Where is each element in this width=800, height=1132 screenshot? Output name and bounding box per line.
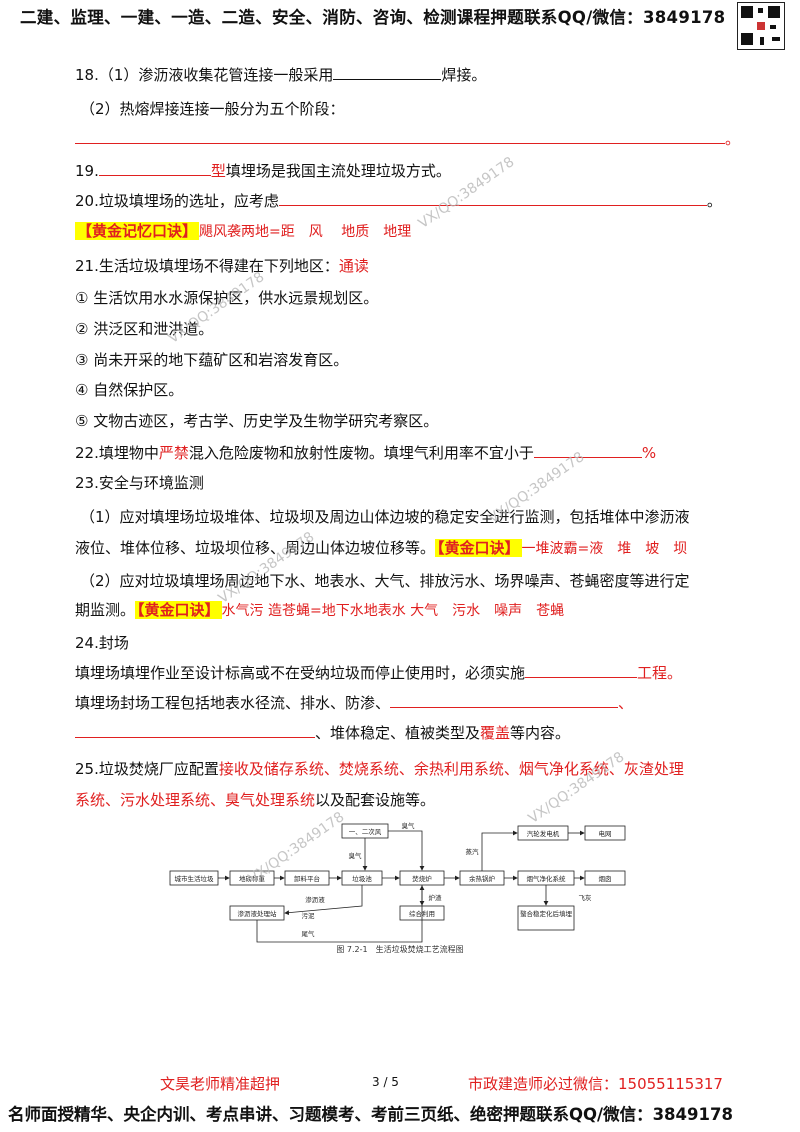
flow-box-label: 卸料平台 [294,874,320,883]
q21-item: ④ 自然保护区。 [75,381,184,399]
q24-title: 24.封场 [75,634,129,652]
flow-label: 尾气 [302,929,316,938]
flow-box [584,825,626,841]
flow-label: 污泥 [302,912,316,920]
flow-box-label: 电网 [599,829,612,838]
q21-item: ② 洪泛区和泄洪道。 [75,320,214,338]
flow-label: 蒸汽 [466,847,480,856]
flow-box-label: 一、二次风 [349,827,382,836]
flow-label: 渗沥液 [305,895,325,904]
flow-box-label: 焚烧炉 [412,874,432,883]
q21-item: ① 生活饮用水水源保护区，供水远景规划区。 [75,289,379,307]
page-header: 二建、监理、一建、一造、二造、安全、消防、咨询、检测课程押题联系QQ/微信：38… [20,8,726,27]
flow-label: 臭气 [349,851,363,860]
q19-line: 19. 型填埋场是我国主流处理垃圾方式。 [75,162,451,180]
q20-mnemonic: 【黄金记忆口诀】 飓风袭两地=距 风 地质 地理 [75,222,412,240]
q24-line2: 填埋场封场工程包括地表水径流、排水、防渗、、 [75,694,634,712]
q21-title: 21.生活垃圾填埋场不得建在下列地区：通读 [75,257,369,275]
q20-line: 20.垃圾填埋场的选址，应考虑。 [75,192,722,210]
page-number: 3 / 5 [372,1075,399,1089]
flow-box-label: 烟囱 [599,874,612,883]
q21-item: ⑤ 文物古迹区，考古学、历史学及生物学研究考察区。 [75,412,439,430]
q23-p1-line1: （1）应对填埋场垃圾堆体、垃圾坝及周边山体边坡的稳定安全进行监测，包括堆体中渗沥… [80,508,690,526]
flow-label: 炉渣 [429,893,443,902]
q18-answer-blank: 。 [75,128,740,149]
flow-box [517,905,575,931]
qr-code-image [737,2,785,50]
flow-box-label: 渗沥液处理站 [238,909,278,918]
q24-line3: 、堆体稳定、植被类型及覆盖等内容。 [75,722,570,743]
watermark: VX/QQ:3849178 [165,269,268,347]
q18-line1: 18.（1）渗沥液收集花管连接一般采用 焊接。 [75,66,487,84]
incineration-flowchart: 城市生活垃圾 地磅称重 卸料平台 垃圾池 焚烧炉 余热锅炉 烟气净化系统 烟囱 … [169,821,626,954]
flow-label: 飞灰 [579,893,593,902]
q18-line2: （2）热熔焊接连接一般分为五个阶段： [80,100,345,118]
flow-label: 臭气 [402,821,416,830]
flow-box-label: 余热锅炉 [469,874,496,883]
flow-box-label: 地磅称重 [239,874,266,883]
flow-box-label: 汽轮发电机 [527,829,560,838]
q23-p1-line2: 液位、堆体位移、垃圾坝位移、周边山体边坡位移等。 【黄金口诀】 一堆波霸=液 堆 坡… [75,539,688,557]
footer-right: 市政建造师必过微信：15055115317 [468,1075,723,1093]
flow-box-label: 城市生活垃圾 [175,874,215,883]
flow-box-label: 螯合稳定化后填埋 [520,909,573,918]
q23-p2-line2: 期监测。 【黄金口诀】 水气污 造苍蝇=地下水地表水 大气 污水 噪声 苍蝇 [75,601,565,619]
flow-box [584,870,626,886]
q24-line1: 填埋场填埋作业至设计标高或不在受纳垃圾而停止使用时，必须实施 工程。 [75,664,683,682]
q25-line1: 25.垃圾焚烧厂应配置接收及储存系统、焚烧系统、余热利用系统、烟气净化系统、灰渣… [75,760,684,778]
flow-box-label: 垃圾池 [352,874,372,883]
q23-title: 23.安全与环境监测 [75,474,204,492]
footer-bottom: 名师面授精华、央企内训、考点串讲、习题模考、考前三页纸、绝密押题联系QQ/微信：… [8,1105,733,1124]
q25-line2: 系统、污水处理系统、臭气处理系统以及配套设施等。 [75,791,436,809]
figure-caption: 图 7.2-1 生活垃圾焚烧工艺流程图 [336,944,463,954]
q22-line: 22.填埋物中严禁混入危险废物和放射性废物。填埋气利用率不宜小于% [75,444,657,462]
q23-p2-line1: （2）应对垃圾填埋场周边地下水、地表水、大气、排放污水、场界噪声、苍蝇密度等进行… [80,572,690,590]
flow-box-label: 烟气净化系统 [527,874,567,883]
q21-item: ③ 尚未开采的地下蕴矿区和岩溶发育区。 [75,351,349,369]
footer-left: 文昊老师精准超押 [160,1075,281,1093]
